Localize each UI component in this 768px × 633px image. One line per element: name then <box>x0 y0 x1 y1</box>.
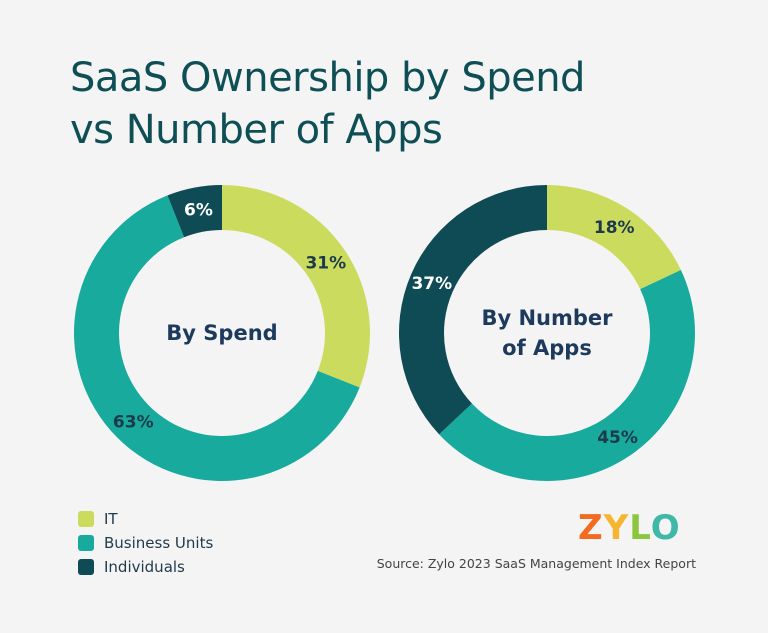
data-label: 18% <box>594 218 635 238</box>
legend-item-it: IT <box>78 507 213 531</box>
donut-slice-it <box>547 185 681 290</box>
legend-label: Business Units <box>104 534 214 552</box>
logo-letter: Y <box>603 508 630 548</box>
logo-letter: L <box>629 508 651 548</box>
title-line-2: vs Number of Apps <box>70 107 443 153</box>
legend: IT Business Units Individuals <box>78 507 213 579</box>
center-label: By Number <box>481 306 613 330</box>
legend-swatch <box>78 535 94 551</box>
center-label: By Spend <box>166 321 277 345</box>
donut-slice-it <box>222 185 370 388</box>
legend-label: Individuals <box>104 558 185 576</box>
center-label: of Apps <box>502 336 592 360</box>
donut-slice-business-units <box>74 195 360 482</box>
title-line-1: SaaS Ownership by Spend <box>70 55 585 101</box>
legend-swatch <box>78 511 94 527</box>
donut-slice-individuals <box>167 185 222 238</box>
logo-letter: O <box>650 508 681 548</box>
data-label: 31% <box>305 253 346 273</box>
logo-letter: Z <box>578 508 604 548</box>
legend-item-business-units: Business Units <box>78 531 213 555</box>
legend-label: IT <box>104 510 118 528</box>
page-title: SaaS Ownership by Spend vs Number of App… <box>70 52 585 156</box>
donut-slice-business-units <box>439 269 696 482</box>
legend-item-individuals: Individuals <box>78 555 213 579</box>
data-label: 37% <box>411 274 452 294</box>
data-label: 45% <box>597 428 638 448</box>
legend-swatch <box>78 559 94 575</box>
data-label: 6% <box>184 201 213 221</box>
data-label: 63% <box>113 413 154 433</box>
zylo-logo: ZYLO <box>578 508 681 548</box>
source-note: Source: Zylo 2023 SaaS Management Index … <box>376 556 696 571</box>
donut-slice-individuals <box>399 185 547 435</box>
